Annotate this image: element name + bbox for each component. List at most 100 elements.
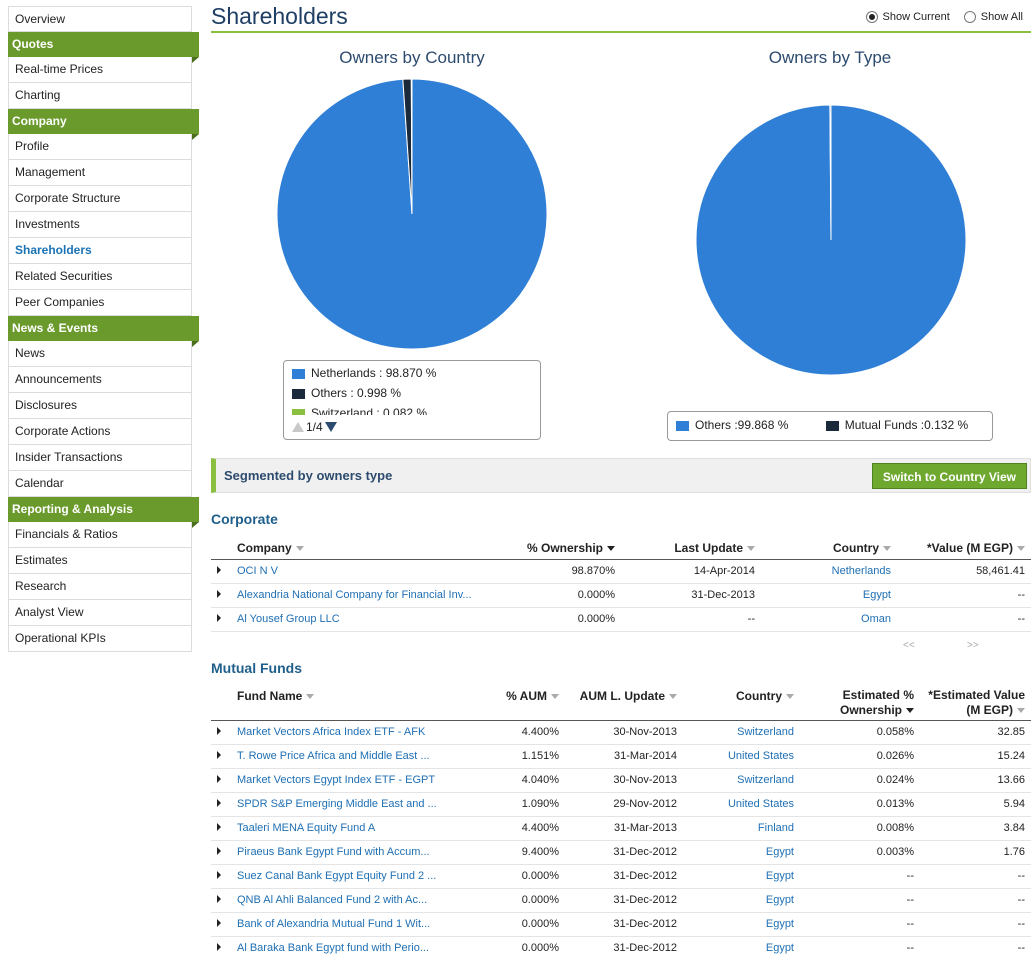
table-row[interactable]: Bank of Alexandria Mutual Fund 1 Wit... 0…	[211, 912, 1031, 937]
fund-country-col-header[interactable]: Country	[683, 686, 800, 721]
fund-link[interactable]: Al Baraka Bank Egypt fund with Perio...	[231, 936, 445, 955]
fund-name-col-header[interactable]: Fund Name	[231, 686, 445, 721]
sidebar-item[interactable]: Disclosures	[8, 393, 192, 419]
table-row[interactable]: Al Yousef Group LLC 0.000% -- Oman --	[211, 607, 1031, 632]
fund-link[interactable]: Piraeus Bank Egypt Fund with Accum...	[231, 840, 445, 865]
expand-row-icon[interactable]	[217, 847, 221, 855]
country-link[interactable]: Egypt	[683, 840, 800, 865]
aum-col-header[interactable]: % AUM	[445, 686, 565, 721]
table-row[interactable]: QNB Al Ahli Balanced Fund 2 with Ac... 0.…	[211, 888, 1031, 913]
country-link[interactable]: Egypt	[761, 583, 897, 608]
segment-bar: Segmented by owners type Switch to Count…	[211, 458, 1031, 493]
fund-link[interactable]: Bank of Alexandria Mutual Fund 1 Wit...	[231, 912, 445, 937]
country-link[interactable]: Switzerland	[683, 768, 800, 793]
pie-slice-mutual-funds[interactable]	[829, 104, 832, 241]
table-row[interactable]: Al Baraka Bank Egypt fund with Perio... 0…	[211, 936, 1031, 955]
expand-row-icon[interactable]	[217, 590, 221, 598]
fund-link[interactable]: Market Vectors Africa Index ETF - AFK	[231, 720, 445, 745]
sidebar-item[interactable]: News	[8, 341, 192, 367]
country-link[interactable]: Egypt	[683, 936, 800, 955]
fund-link[interactable]: T. Rowe Price Africa and Middle East ...	[231, 744, 445, 769]
fund-link[interactable]: QNB Al Ahli Balanced Fund 2 with Ac...	[231, 888, 445, 913]
company-link[interactable]: OCI N V	[231, 559, 501, 584]
sidebar-item[interactable]: Real-time Prices	[8, 57, 192, 83]
table-row[interactable]: T. Rowe Price Africa and Middle East ...…	[211, 744, 1031, 769]
pie-slice-switzerland[interactable]	[410, 78, 413, 215]
est-value-col-header[interactable]: *Estimated Value (M EGP)	[920, 686, 1031, 721]
company-col-header[interactable]: Company	[231, 537, 501, 560]
sidebar-item[interactable]: Calendar	[8, 471, 192, 497]
fund-link[interactable]: Market Vectors Egypt Index ETF - EGPT	[231, 768, 445, 793]
table-row[interactable]: SPDR S&P Emerging Middle East and ... 1.0…	[211, 792, 1031, 817]
corp-pager-prev-icon[interactable]: <<	[903, 640, 915, 651]
sidebar-item[interactable]: Management	[8, 160, 192, 186]
expand-row-icon[interactable]	[217, 566, 221, 574]
expand-row-icon[interactable]	[217, 919, 221, 927]
expand-row-icon[interactable]	[217, 775, 221, 783]
sidebar-item[interactable]: Shareholders	[8, 238, 192, 264]
expand-row-icon[interactable]	[217, 895, 221, 903]
sidebar-item[interactable]: Related Securities	[8, 264, 192, 290]
table-row[interactable]: Market Vectors Africa Index ETF - AFK 4.4…	[211, 720, 1031, 745]
aum-update-col-header[interactable]: AUM L. Update	[565, 686, 683, 721]
legend-next-icon[interactable]	[324, 422, 337, 432]
show-all-radio[interactable]: Show All	[963, 11, 1023, 23]
company-link[interactable]: Al Yousef Group LLC	[231, 607, 501, 632]
table-row[interactable]: Market Vectors Egypt Index ETF - EGPT 4.0…	[211, 768, 1031, 793]
fund-link[interactable]: SPDR S&P Emerging Middle East and ...	[231, 792, 445, 817]
country-link[interactable]: Egypt	[683, 912, 800, 937]
sidebar-item[interactable]: Analyst View	[8, 600, 192, 626]
table-row[interactable]: Alexandria National Company for Financia…	[211, 583, 1031, 608]
expand-row-icon[interactable]	[217, 871, 221, 879]
country-link[interactable]: Netherlands	[761, 559, 897, 584]
radio-checked-icon[interactable]	[865, 11, 878, 23]
corp-pager-next-icon[interactable]: >>	[967, 640, 979, 651]
fund-link[interactable]: Suez Canal Bank Egypt Equity Fund 2 ...	[231, 864, 445, 889]
sidebar-item[interactable]: Corporate Actions	[8, 419, 192, 445]
fund-link[interactable]: Taaleri MENA Equity Fund A	[231, 816, 445, 841]
radio-unchecked-icon[interactable]	[963, 11, 976, 23]
sidebar-item[interactable]: Financials & Ratios	[8, 522, 192, 548]
sidebar-item[interactable]: Corporate Structure	[8, 186, 192, 212]
sidebar-item[interactable]: Overview	[8, 6, 192, 32]
expand-row-icon[interactable]	[217, 823, 221, 831]
country-link[interactable]: United States	[683, 744, 800, 769]
table-row[interactable]: Piraeus Bank Egypt Fund with Accum... 9.4…	[211, 840, 1031, 865]
sort-icon	[1017, 546, 1025, 552]
sort-icon	[786, 694, 794, 700]
est-ownership-col-header[interactable]: Estimated % Ownership	[800, 686, 920, 721]
sidebar-item[interactable]: Profile	[8, 134, 192, 160]
ownership-col-header[interactable]: % Ownership	[501, 537, 621, 560]
legend-prev-icon[interactable]	[292, 422, 304, 432]
value-cell: --	[897, 607, 1031, 632]
table-row[interactable]: Taaleri MENA Equity Fund A 4.400% 31-Mar-2…	[211, 816, 1031, 841]
company-link[interactable]: Alexandria National Company for Financia…	[231, 583, 501, 608]
expand-row-icon[interactable]	[217, 799, 221, 807]
sidebar-item[interactable]: Announcements	[8, 367, 192, 393]
value-cell: --	[920, 888, 1031, 913]
sidebar-item[interactable]: Operational KPIs	[8, 626, 192, 652]
country-link[interactable]: Switzerland	[683, 720, 800, 745]
table-row[interactable]: OCI N V 98.870% 14-Apr-2014 Netherlands 58,4…	[211, 559, 1031, 584]
expand-row-icon[interactable]	[217, 943, 221, 951]
country-link[interactable]: Oman	[761, 607, 897, 632]
sidebar-item[interactable]: Investments	[8, 212, 192, 238]
country-link[interactable]: Egypt	[683, 888, 800, 913]
sidebar-item[interactable]: Research	[8, 574, 192, 600]
expand-row-icon[interactable]	[217, 727, 221, 735]
sidebar-item[interactable]: Insider Transactions	[8, 445, 192, 471]
sidebar-item[interactable]: Charting	[8, 83, 192, 109]
last-update-col-header[interactable]: Last Update	[621, 537, 761, 560]
table-row[interactable]: Suez Canal Bank Egypt Equity Fund 2 ... 0…	[211, 864, 1031, 889]
country-col-header[interactable]: Country	[761, 537, 897, 560]
country-link[interactable]: United States	[683, 792, 800, 817]
sidebar-item[interactable]: Peer Companies	[8, 290, 192, 316]
value-col-header[interactable]: *Value (M EGP)	[897, 537, 1031, 560]
expand-row-icon[interactable]	[217, 614, 221, 622]
country-link[interactable]: Egypt	[683, 864, 800, 889]
expand-row-icon[interactable]	[217, 751, 221, 759]
country-link[interactable]: Finland	[683, 816, 800, 841]
show-current-radio[interactable]: Show Current	[865, 11, 950, 23]
sidebar-item[interactable]: Estimates	[8, 548, 192, 574]
switch-to-country-view-button[interactable]: Switch to Country View	[871, 463, 1027, 489]
